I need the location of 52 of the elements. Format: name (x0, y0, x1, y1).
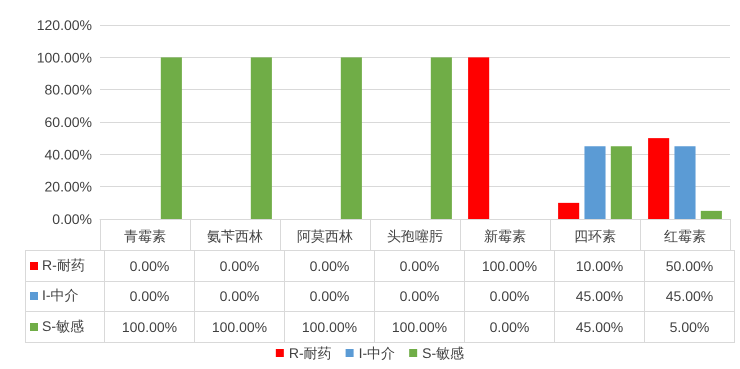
y-tick-label: 100.00% (36, 49, 92, 66)
legend-label: S-敏感 (26, 312, 104, 342)
text: R-耐药 (42, 256, 85, 273)
data-label: 100.00% (284, 312, 374, 342)
x-tick-label: 四环素 (574, 228, 616, 244)
data-label: 0.00% (374, 250, 464, 281)
y-tick-label: 80.00% (44, 82, 92, 98)
y-tick-label: 60.00% (44, 114, 92, 130)
y-tick-label: 40.00% (44, 146, 92, 162)
data-label: 0.00% (464, 312, 554, 342)
data-label: 45.00% (554, 312, 644, 342)
data-label: 0.00% (104, 281, 194, 312)
x-tick-label: 红霉素 (664, 228, 706, 244)
data-label: 0.00% (284, 250, 374, 281)
data-label: 100.00% (104, 312, 194, 342)
data-label: 0.00% (284, 281, 374, 312)
data-label: 0.00% (374, 281, 464, 312)
bar (584, 146, 606, 219)
legend-label: I-中介 (358, 345, 396, 361)
bar (160, 57, 182, 219)
data-label: 45.00% (554, 281, 644, 312)
data-label: 0.00% (194, 281, 284, 312)
data-label: 5.00% (644, 312, 734, 342)
bar (648, 138, 670, 219)
legend-label: R-耐药 (288, 345, 332, 361)
bar (430, 57, 452, 219)
data-label: 100.00% (194, 312, 284, 342)
bar (558, 202, 580, 219)
bar (610, 146, 632, 219)
data-label: 100.00% (374, 312, 464, 342)
data-label: 0.00% (194, 250, 284, 281)
y-tick-label: 20.00% (44, 178, 92, 195)
y-tick-label: 120.00% (36, 17, 92, 33)
text: S-敏感 (422, 345, 464, 361)
text: I-中介 (42, 287, 79, 304)
data-label: 0.00% (464, 281, 554, 312)
bar (250, 57, 272, 219)
data-label: 50.00% (644, 250, 734, 281)
data-label: 100.00% (464, 250, 554, 281)
y-tick-label: 0.00% (52, 211, 92, 227)
x-tick-label: 青霉素 (124, 228, 166, 244)
x-tick-label: 氨苄西林 (207, 228, 263, 244)
data-label: 0.00% (104, 250, 194, 281)
bar (340, 57, 362, 219)
bar (468, 57, 490, 219)
x-tick-label: 新霉素 (484, 228, 526, 244)
x-tick-label: 头孢噻肟 (387, 228, 443, 244)
data-label: 45.00% (644, 281, 734, 312)
bar (700, 210, 722, 219)
data-label: 10.00% (554, 250, 644, 281)
bar (674, 146, 696, 219)
x-tick-label: 阿莫西林 (297, 228, 353, 244)
